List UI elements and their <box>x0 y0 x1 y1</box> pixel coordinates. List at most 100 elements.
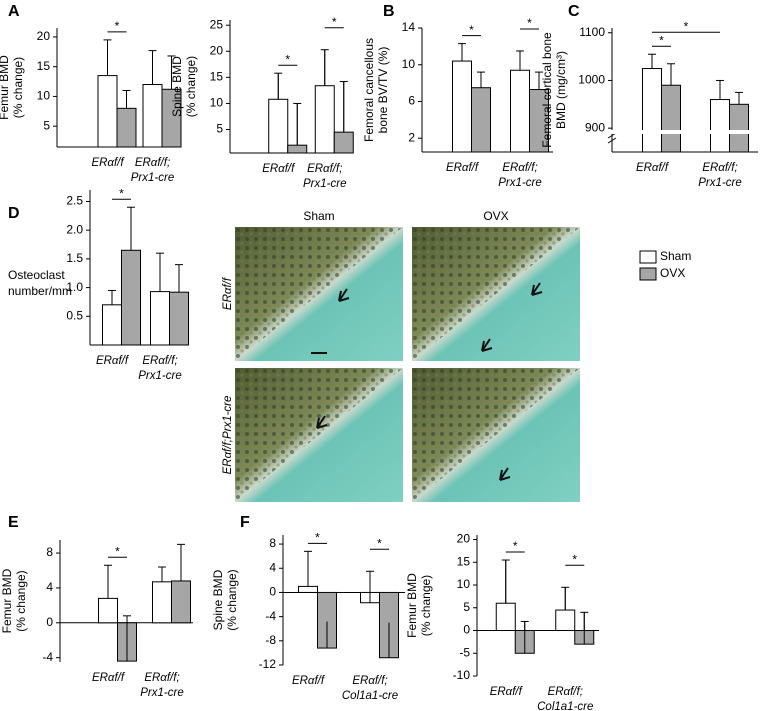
x-tick-label: ERαf/f <box>96 355 130 367</box>
column-label: OVX <box>483 209 508 223</box>
panel-label: F <box>240 514 250 531</box>
significance-label: * <box>469 23 474 37</box>
y-tick-label: 0 <box>463 623 470 637</box>
y-axis-label: BMD (mg/cm³) <box>554 51 568 129</box>
y-tick-label: 20 <box>37 29 51 43</box>
y-tick-label: 8 <box>46 545 53 559</box>
x-tick-label: Prx1-cre <box>698 177 741 189</box>
significance-label: * <box>285 52 290 66</box>
bar <box>510 69 530 153</box>
significance-label: * <box>572 552 577 566</box>
y-tick-label: -12 <box>259 657 277 671</box>
panel-label: E <box>8 514 19 531</box>
y-tick-label: -4 <box>42 650 53 664</box>
y-tick-label: 25 <box>210 17 224 31</box>
x-tick-label: ERαf/f; <box>307 163 342 175</box>
y-tick-label: 10 <box>402 57 416 71</box>
y-axis-label: (% change) <box>184 56 198 117</box>
y-axis-label: (% change) <box>14 570 28 631</box>
bar <box>287 144 308 154</box>
significance-label: * <box>659 33 664 47</box>
column-label: Sham <box>303 209 334 223</box>
x-tick-label: ERαf/f; <box>142 355 177 367</box>
bar <box>333 131 354 154</box>
bar <box>268 98 289 154</box>
y-tick-label: 0 <box>269 585 276 599</box>
y-axis-label: Osteoclast <box>8 268 65 282</box>
y-tick-label: 15 <box>457 554 471 568</box>
micrograph-panel: Sham OVX ERαf/f ERαf/f;Prx1-cre <box>222 209 580 502</box>
y-tick-label: 5 <box>216 122 223 136</box>
x-tick-label: ERαf/f <box>92 672 126 684</box>
x-tick-label: Prx1-cre <box>303 178 346 190</box>
y-tick-label: 5 <box>43 118 50 132</box>
x-tick-label: Prx1-cre <box>131 172 174 184</box>
y-tick-label: -4 <box>265 609 276 623</box>
bar <box>116 107 137 148</box>
y-tick-label: -8 <box>265 633 276 647</box>
significance-label: * <box>684 19 689 33</box>
bar <box>102 304 122 346</box>
bar <box>661 84 681 153</box>
x-tick-label: ERαf/f; <box>144 672 179 684</box>
y-tick-label: -10 <box>453 668 471 682</box>
x-tick-label: Col1a1-cre <box>342 690 398 702</box>
bar <box>314 85 335 154</box>
x-tick-label: ERαf/f <box>446 162 480 174</box>
bar <box>97 75 118 148</box>
y-axis-label: Spine BMD <box>211 569 225 630</box>
bar <box>152 581 172 624</box>
y-axis-label: number/mm <box>8 284 72 298</box>
y-tick-label: 4 <box>269 560 276 574</box>
y-tick-label: 1.0 <box>66 280 83 294</box>
panel-label: D <box>8 205 20 222</box>
y-tick-label: 20 <box>210 43 224 57</box>
y-tick-label: 8 <box>269 536 276 550</box>
axis-break-gap <box>607 130 759 134</box>
y-tick-label: 15 <box>37 59 51 73</box>
bar <box>150 291 170 346</box>
row-label: ERαf/f <box>222 276 234 310</box>
y-tick-label: 2 <box>408 130 415 144</box>
legend-label: OVX <box>660 266 685 280</box>
bar <box>121 249 141 346</box>
y-tick-label: 900 <box>585 120 605 134</box>
significance-label: * <box>332 15 337 29</box>
legend-swatch <box>639 267 657 281</box>
x-tick-label: ERαf/f <box>292 675 326 687</box>
bar <box>642 68 662 153</box>
y-axis-label: bone BV/TV (%) <box>376 47 390 134</box>
x-tick-label: ERαf/f; <box>135 157 170 169</box>
bar <box>452 60 472 153</box>
y-tick-label: -5 <box>459 645 470 659</box>
bar <box>171 580 191 624</box>
y-tick-label: 4 <box>46 580 53 594</box>
significance-label: * <box>115 19 120 33</box>
bar <box>495 602 516 632</box>
y-axis-label: Femoral cortical bone <box>540 32 554 148</box>
bar <box>142 84 163 148</box>
y-axis-label: Femur BMD <box>405 573 419 638</box>
y-tick-label: 1100 <box>579 25 605 39</box>
micrograph <box>235 227 403 361</box>
x-tick-label: Col1a1-cre <box>537 701 593 711</box>
significance-label: * <box>513 539 518 553</box>
panel-label: C <box>568 3 580 20</box>
micrograph <box>412 368 580 502</box>
y-axis-label: (% change) <box>11 57 25 118</box>
x-tick-label: Prx1-cre <box>138 370 181 382</box>
x-tick-label: ERαf/f; <box>548 686 583 698</box>
significance-label: * <box>115 544 120 558</box>
panel-label: A <box>8 3 20 20</box>
micrograph <box>412 227 580 361</box>
y-axis-label: (% change) <box>225 569 239 630</box>
x-tick-label: Prx1-cre <box>498 177 541 189</box>
x-tick-label: ERαf/f <box>91 157 125 169</box>
bar <box>555 609 576 632</box>
micrograph <box>235 368 403 502</box>
x-tick-label: ERαf/f <box>490 686 524 698</box>
row-label: ERαf/f;Prx1-cre <box>222 396 234 475</box>
bar <box>710 99 730 153</box>
legend-label: Sham <box>660 249 691 263</box>
